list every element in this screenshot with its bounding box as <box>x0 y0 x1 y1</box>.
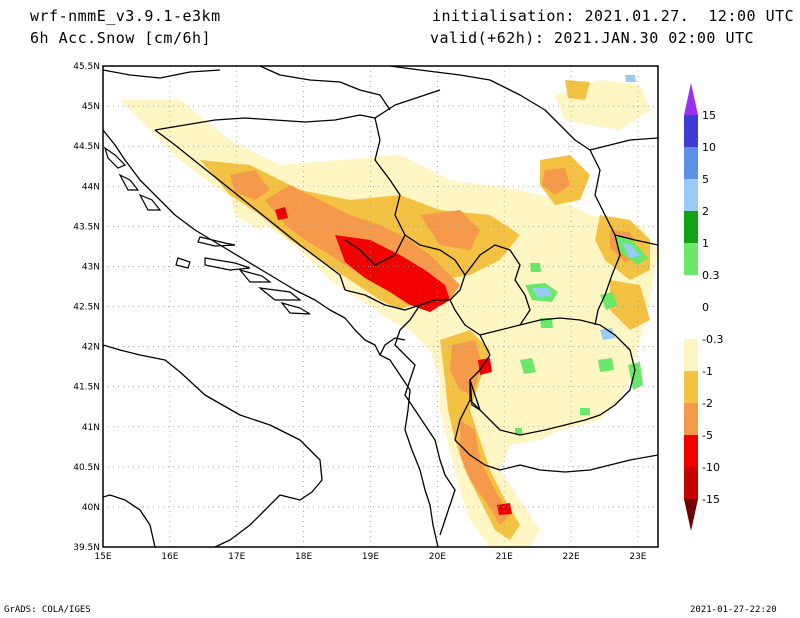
colorbar-segment <box>684 179 698 211</box>
longitude-label: 16E <box>161 552 178 562</box>
colorbar-label: 15 <box>702 109 716 122</box>
model-title: wrf-nmmE_v3.9.1-e3km <box>30 7 221 25</box>
bulgaria-east-border <box>614 234 658 246</box>
colorbar-segment <box>684 147 698 179</box>
colorbar-segment <box>684 467 698 499</box>
colorbar-label: -0.3 <box>702 333 723 346</box>
valid-time: valid(+62h): 2021.JAN.30 02:00 UTC <box>430 29 755 47</box>
colorbar-top-arrow <box>684 83 698 115</box>
adriatic-coastline-east <box>103 129 439 547</box>
colorbar-segment <box>684 435 698 467</box>
coast-inner-1 <box>379 337 406 356</box>
colorbar-label: 1 <box>702 237 709 250</box>
map-plot-area <box>103 66 658 547</box>
latitude-label: 43.5N <box>73 222 100 232</box>
colorbar-bottom-arrow <box>684 499 698 531</box>
colorbar-segment <box>684 275 698 307</box>
latitude-label: 42.5N <box>73 303 100 313</box>
latitude-label: 41N <box>82 423 100 433</box>
latitude-label: 39.5N <box>73 543 100 553</box>
longitude-label: 21E <box>496 552 513 562</box>
latitude-label: 44.5N <box>73 142 100 152</box>
colorbar-segment <box>684 211 698 243</box>
dalmatian-islands <box>103 146 311 315</box>
longitude-label: 22E <box>563 552 580 562</box>
albania-east-border <box>394 304 456 536</box>
colorbar-label: -2 <box>702 397 713 410</box>
serbia-romania-border <box>489 79 591 151</box>
colorbar-segment <box>684 243 698 275</box>
colorbar-label: -10 <box>702 461 720 474</box>
montenegro-albania-border <box>344 289 450 311</box>
italy-coastline <box>103 344 323 547</box>
bulgaria-north-border <box>589 137 658 151</box>
colorbar-label: -5 <box>702 429 713 442</box>
bosnia-east-border <box>344 117 406 266</box>
serbia-bulgaria-border <box>589 149 621 326</box>
snow-blue-areas <box>532 75 640 340</box>
longitude-label: 20E <box>429 552 446 562</box>
bosnia-north-border <box>154 114 376 131</box>
montenegro-serbia-border <box>404 234 466 301</box>
latitude-labels: 45.5N 45N 44.5N 44N 43.5N 43N 42.5N 42N 41.5N 41N… <box>73 62 100 553</box>
colorbar-label: 2 <box>702 205 709 218</box>
colorbar-label: 0.3 <box>702 269 720 282</box>
latitude-label: 45N <box>82 102 100 112</box>
colorbar-segment <box>684 307 698 339</box>
colorbar-segment <box>684 339 698 371</box>
latitude-label: 42N <box>82 343 100 353</box>
longitude-labels: 15E 16E 17E 18E 19E 20E 21E 22E 23E <box>94 552 646 562</box>
latitude-label: 45.5N <box>73 62 100 72</box>
lake-ohrid <box>469 379 481 411</box>
latitude-label: 40N <box>82 503 100 513</box>
latitude-label: 43N <box>82 262 100 272</box>
colorbar-label: -1 <box>702 365 713 378</box>
kosovo-border <box>449 244 531 336</box>
slovenia-croatia-border <box>103 69 221 79</box>
longitude-label: 23E <box>629 552 646 562</box>
colorbar: 15 10 5 2 1 0.3 0 -0.3 -1 -2 -5 -10 -15 <box>684 83 723 531</box>
serbia-hungary-border <box>389 66 491 81</box>
longitude-label: 17E <box>228 552 245 562</box>
colorbar-segment <box>684 371 698 403</box>
colorbar-label: -15 <box>702 493 720 506</box>
field-title: 6h Acc.Snow [cm/6h] <box>30 29 212 47</box>
longitude-label: 18E <box>295 552 312 562</box>
footer-timestamp: 2021-01-27-22:20 <box>690 605 777 615</box>
latitude-label: 40.5N <box>73 463 100 473</box>
croatia-hungary-border <box>259 66 391 111</box>
north-macedonia-border <box>469 317 636 436</box>
serbia-west-border <box>374 89 441 119</box>
map-frame <box>102 65 659 548</box>
colorbar-label: 10 <box>702 141 716 154</box>
colorbar-label: 0 <box>702 301 709 314</box>
colorbar-segment <box>684 115 698 147</box>
initialisation-time: initialisation: 2021.01.27. 12:00 UTC <box>432 7 795 25</box>
colorbar-segment <box>684 403 698 435</box>
latitude-label: 44N <box>82 182 100 192</box>
footer-credit: GrADS: COLA/IGES <box>4 605 91 615</box>
borders-coastlines <box>103 66 658 547</box>
latitude-label: 41.5N <box>73 383 100 393</box>
longitude-label: 15E <box>94 552 111 562</box>
colorbar-label: 5 <box>702 173 709 186</box>
snow-cream-areas <box>120 80 658 547</box>
greece-north-border <box>454 399 658 473</box>
lat-lon-grid <box>103 66 658 547</box>
longitude-label: 19E <box>362 552 379 562</box>
bosnia-southwest-border <box>154 129 346 291</box>
italy-heel-coast <box>103 494 156 547</box>
